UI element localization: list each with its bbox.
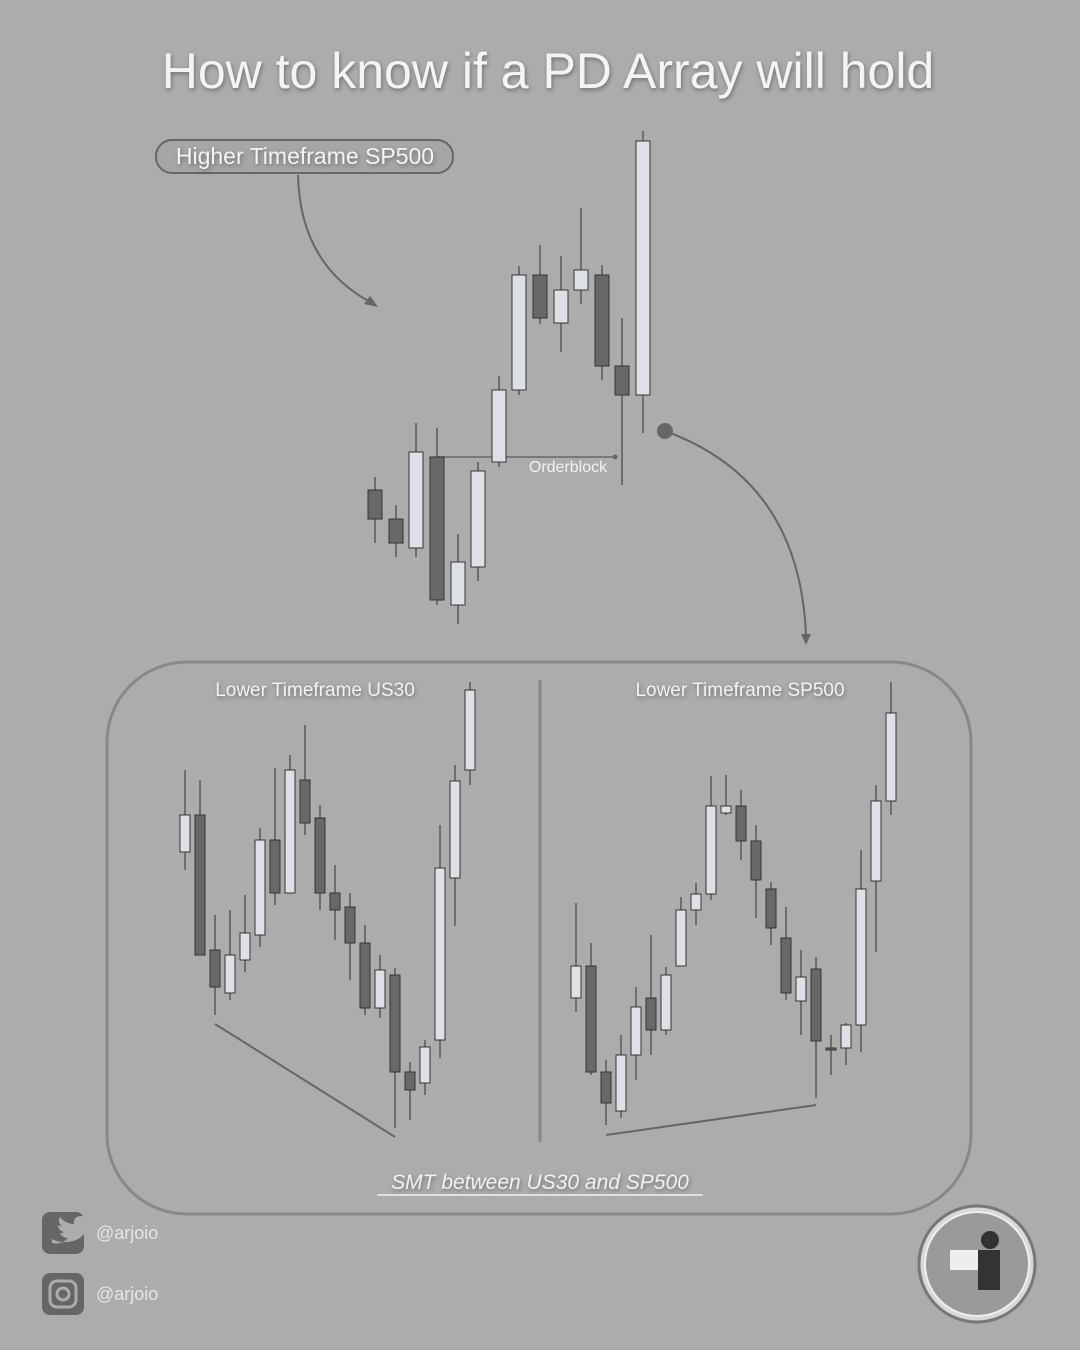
arrow	[297, 174, 373, 304]
candle-body	[765, 888, 777, 929]
candle-body	[675, 909, 687, 967]
instagram-glyph	[48, 1279, 78, 1309]
candle-body	[224, 954, 236, 994]
candle-body	[299, 779, 311, 824]
candle-body	[284, 769, 296, 894]
arrowhead	[801, 634, 811, 645]
candle-body	[615, 1054, 627, 1112]
candle-body	[367, 489, 383, 520]
candle-body	[705, 805, 717, 895]
ltf-left-label: Lower Timeframe US30	[215, 680, 415, 701]
candle-body	[810, 968, 822, 1042]
candle-body	[194, 814, 206, 956]
smt-line	[605, 1104, 817, 1136]
ltf-right-label: Lower Timeframe SP500	[635, 680, 844, 701]
twitter-handle: @arjoio	[96, 1223, 158, 1243]
candle-body	[359, 942, 371, 1009]
candle-body	[429, 456, 445, 601]
candle-body	[870, 800, 882, 882]
orderblock-label: Orderblock	[529, 459, 608, 476]
candle-body	[408, 451, 424, 549]
candle-body	[855, 888, 867, 1026]
candle-body	[388, 518, 404, 544]
candle-body	[594, 274, 610, 367]
candle-body	[511, 274, 527, 391]
candle-body	[645, 997, 657, 1031]
candle-body	[374, 969, 386, 1009]
candle-body	[690, 893, 702, 911]
candle-body	[464, 689, 476, 771]
candle-body	[239, 932, 251, 961]
candle-body	[419, 1046, 431, 1084]
candle-body	[825, 1047, 837, 1051]
candle-body	[585, 965, 597, 1073]
candle-body	[630, 1006, 642, 1056]
candle-body	[491, 389, 507, 463]
candle-body	[600, 1071, 612, 1104]
candle-body	[660, 974, 672, 1031]
candle-body	[735, 805, 747, 842]
candle-body	[750, 840, 762, 881]
candle-body	[209, 949, 221, 988]
candle-body	[553, 289, 569, 324]
candle-body	[269, 839, 281, 894]
instagram-icon	[42, 1273, 84, 1315]
instagram-glyph	[55, 1286, 71, 1302]
arrow	[664, 430, 807, 637]
candle-body	[573, 269, 589, 291]
panel	[105, 660, 973, 1216]
avatar-detail	[981, 1231, 999, 1249]
arrowhead	[364, 296, 378, 307]
dot	[612, 454, 618, 460]
title: How to know if a PD Array will hold	[162, 43, 935, 99]
candle-body	[389, 974, 401, 1073]
candle-body	[885, 712, 897, 802]
candle-body	[179, 814, 191, 853]
smt-label: SMT between US30 and SP500	[391, 1171, 689, 1194]
candle-body	[329, 892, 341, 911]
candle-body	[314, 817, 326, 894]
twitter-glyph	[52, 1216, 91, 1244]
candle-body	[840, 1024, 852, 1049]
candle-body	[720, 805, 732, 814]
candle-body	[795, 976, 807, 1002]
candle-body	[404, 1071, 416, 1091]
smt-line	[214, 1023, 396, 1138]
candle-body	[470, 470, 486, 568]
candle-body	[635, 140, 651, 396]
candle-body	[254, 839, 266, 936]
htf-label-box	[155, 139, 454, 174]
candle-body	[450, 561, 466, 606]
candle-body	[532, 274, 548, 319]
candle-body	[449, 780, 461, 879]
htf-label: Higher Timeframe SP500	[176, 143, 434, 169]
candle-body	[614, 365, 630, 396]
candle-body	[434, 867, 446, 1041]
candle-body	[570, 965, 582, 999]
avatar-detail	[978, 1250, 1000, 1290]
candle-body	[344, 906, 356, 944]
instagram-handle: @arjoio	[96, 1284, 158, 1304]
candle-body	[780, 937, 792, 994]
